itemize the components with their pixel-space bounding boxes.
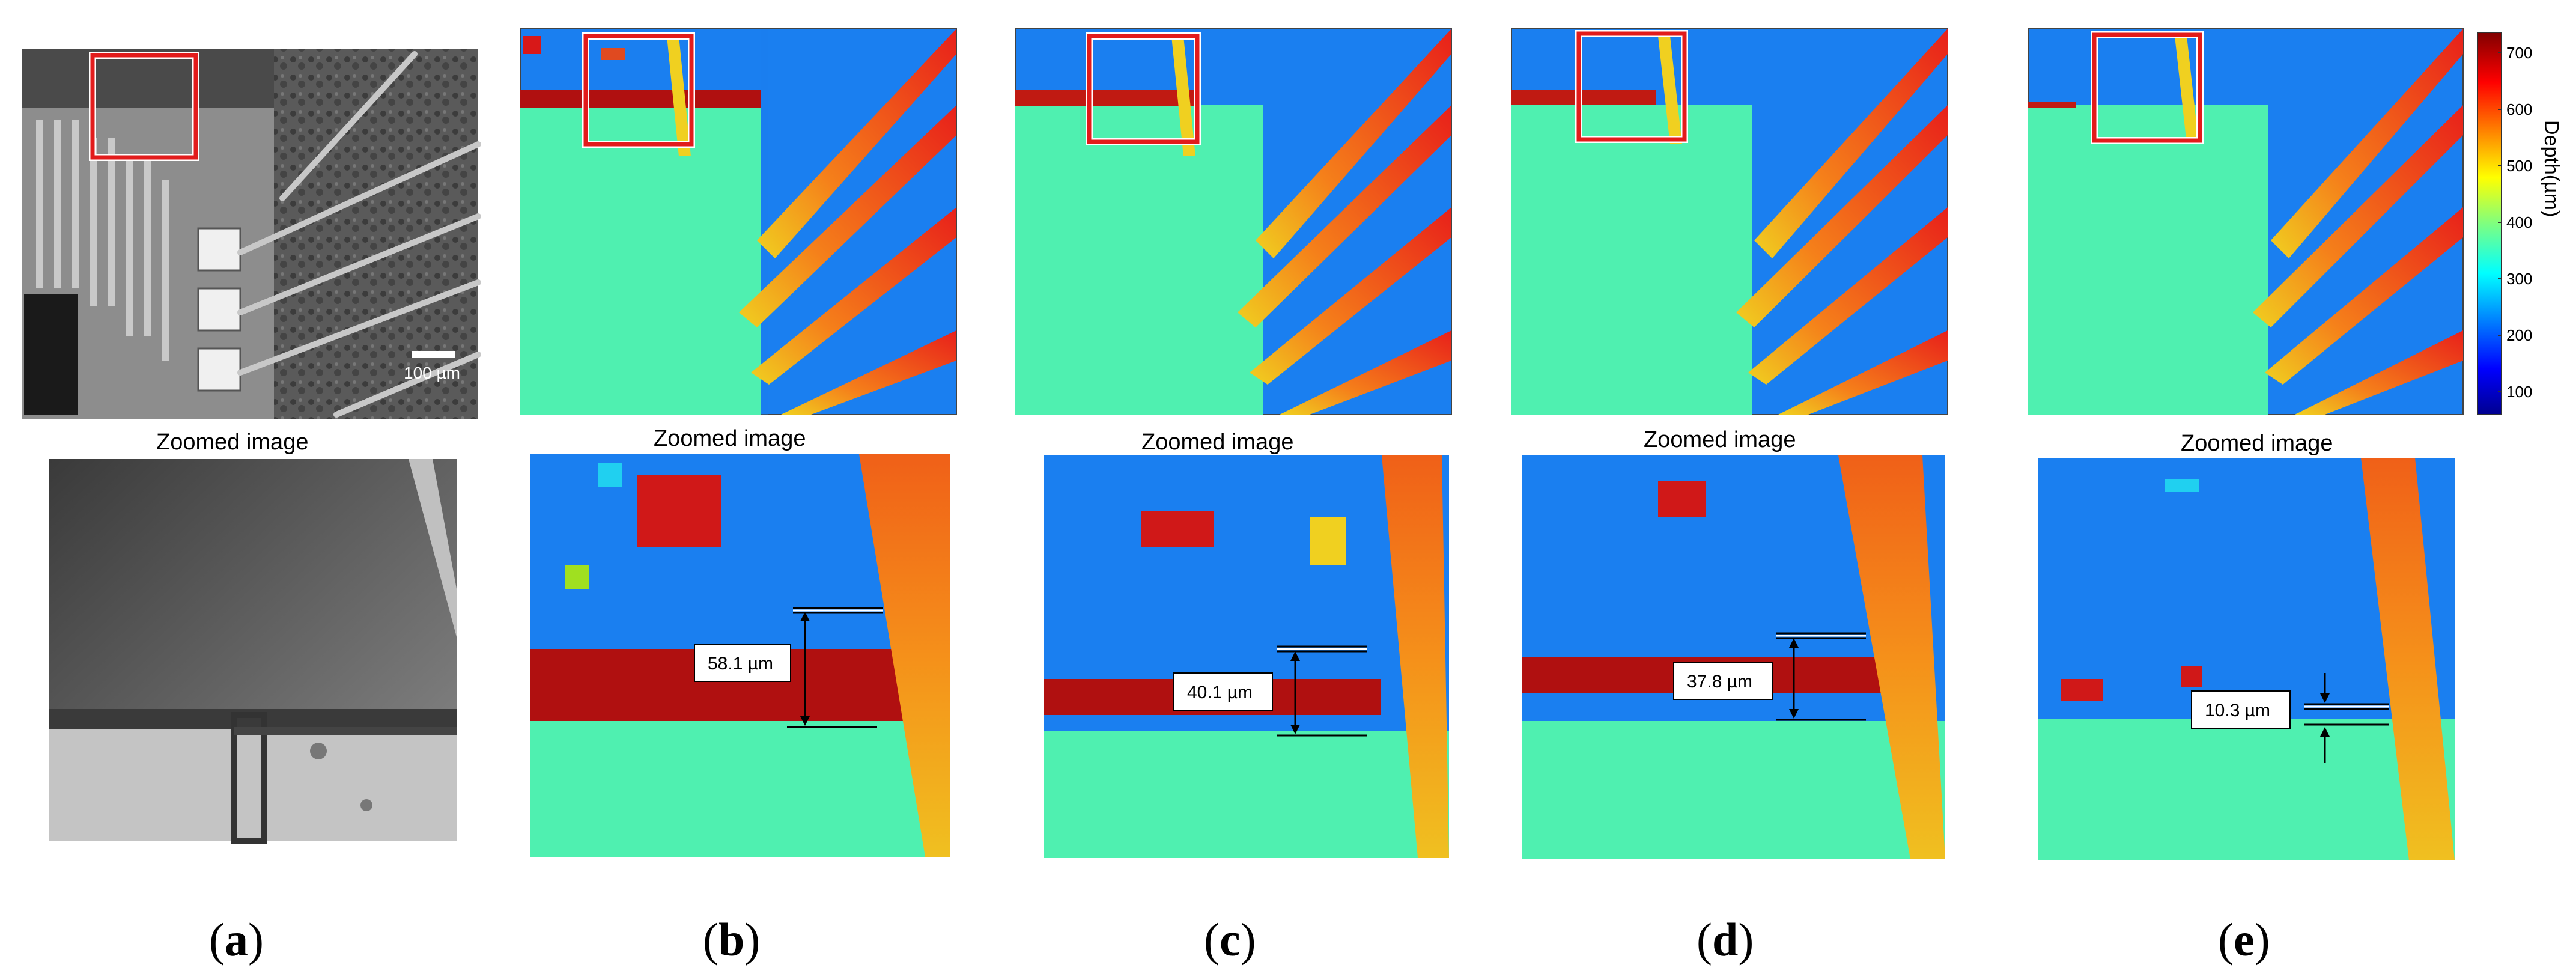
colorbar-title: Depth(µm) bbox=[2540, 120, 2563, 217]
panel-b-zoomed-depth: 58.1 µm bbox=[530, 454, 950, 857]
colorbar-tick-label: 100 bbox=[2506, 383, 2532, 401]
panel-b-depth-map bbox=[520, 28, 957, 415]
zoomed-caption-d: Zoomed image bbox=[1644, 427, 1796, 452]
zoomed-caption-e: Zoomed image bbox=[2181, 431, 2333, 456]
zoomed-caption-a: Zoomed image bbox=[156, 430, 308, 455]
panel-e-zoomed-depth: 10.3 µm bbox=[2038, 458, 2455, 860]
scale-bar-label: 100 µm bbox=[404, 364, 460, 382]
colorbar-tick-label: 600 bbox=[2506, 100, 2532, 118]
zoomed-caption-b: Zoomed image bbox=[654, 426, 806, 451]
panel-letter-e: (e) bbox=[2218, 913, 2270, 966]
panel-a-optical-image: 100 µm bbox=[22, 49, 481, 419]
measurement-b: 58.1 µm bbox=[708, 654, 773, 674]
panel-c-zoomed-depth: 40.1 µm bbox=[1044, 455, 1449, 858]
panel-letter-c: (c) bbox=[1204, 913, 1256, 966]
panel-e-depth-map bbox=[2028, 28, 2464, 415]
panel-letter-d: (d) bbox=[1697, 913, 1754, 966]
colorbar-tick-label: 700 bbox=[2506, 44, 2532, 62]
colorbar-tick-label: 400 bbox=[2506, 213, 2532, 231]
depth-colorbar: 700 600 500 400 300 200 100 Depth(µm) bbox=[2477, 32, 2563, 415]
colorbar-tick-label: 300 bbox=[2506, 270, 2532, 288]
zoomed-caption-c: Zoomed image bbox=[1141, 430, 1293, 455]
panel-a-zoomed-image bbox=[49, 459, 457, 844]
panel-d-zoomed-depth: 37.8 µm bbox=[1522, 455, 1945, 859]
panel-d-depth-map bbox=[1511, 28, 1948, 415]
panel-letter-b: (b) bbox=[703, 913, 760, 966]
colorbar-tick-label: 500 bbox=[2506, 157, 2532, 175]
panel-letter-a: (a) bbox=[209, 913, 264, 966]
measurement-c: 40.1 µm bbox=[1187, 683, 1253, 702]
colorbar-tick-label: 200 bbox=[2506, 326, 2532, 344]
panel-c-depth-map bbox=[1015, 28, 1452, 415]
scale-bar bbox=[412, 351, 455, 358]
measurement-e: 10.3 µm bbox=[2205, 701, 2270, 720]
measurement-d: 37.8 µm bbox=[1687, 672, 1752, 692]
